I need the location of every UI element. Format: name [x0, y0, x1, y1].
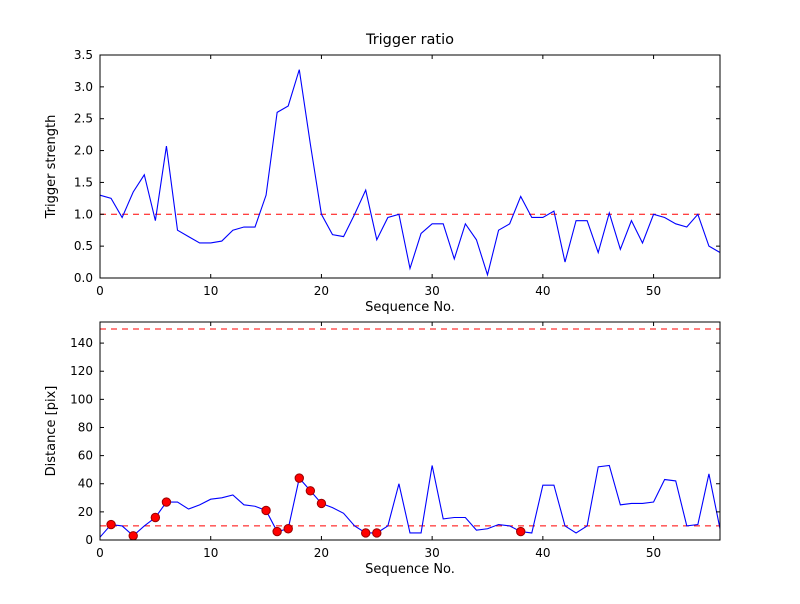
x-tick-label: 20: [314, 284, 329, 298]
y-tick-label: 3.5: [74, 48, 93, 62]
event-marker: [161, 497, 172, 507]
x-tick-label: 10: [203, 284, 218, 298]
axes-frame: [99, 54, 721, 279]
y-tick-label: 100: [70, 392, 93, 406]
y-tick-label: 2.0: [74, 144, 93, 158]
y-axis-label: Trigger strength: [44, 115, 59, 220]
y-tick-label: 20: [78, 505, 93, 519]
axes-frame: [99, 321, 721, 541]
y-axis-label: Distance [pix]: [44, 386, 59, 477]
y-tick-label: 0: [85, 533, 93, 547]
event-marker: [305, 486, 316, 496]
x-tick-label: 20: [314, 546, 329, 560]
event-marker: [294, 473, 304, 483]
distance-line: [99, 464, 721, 538]
subplot-2: 0 10 20 30 40 50 0 20 40 60 80 100 120 140 Sequence No…: [44, 321, 721, 577]
event-marker: [516, 526, 526, 537]
event-marker: [261, 505, 271, 516]
x-tick-label: 0: [96, 546, 104, 560]
event-marker: [128, 531, 138, 541]
chart-title: Trigger ratio: [365, 32, 454, 48]
x-axis-label: Sequence No.: [365, 300, 455, 315]
y-tick-label: 0.5: [74, 239, 93, 253]
x-tick-label: 0: [96, 284, 104, 298]
x-tick-label: 30: [425, 546, 440, 560]
x-tick-label: 40: [535, 546, 550, 560]
event-marker: [361, 528, 371, 538]
trigger-strength-line: [99, 69, 721, 277]
y-tick-label: 3.0: [74, 80, 93, 94]
event-marker: [372, 528, 382, 538]
event-marker: [316, 498, 327, 509]
x-tick-label: 10: [203, 546, 218, 560]
subplot-1: 0 10 20 30 40 50 0.0 0.5 1.0 1.5 2.0 2.5 3.0 3.5 Trigg…: [44, 32, 721, 315]
event-marker: [150, 512, 161, 523]
event-marker: [283, 524, 293, 534]
x-tick-label: 50: [646, 546, 661, 560]
y-tick-label: 60: [78, 449, 93, 463]
y-tick-label: 140: [70, 336, 93, 350]
y-tick-label: 1.0: [74, 207, 93, 221]
y-tick-label: 2.5: [74, 112, 93, 126]
y-tick-label: 1.5: [74, 175, 93, 189]
event-marker: [106, 519, 116, 530]
y-tick-label: 40: [78, 477, 93, 491]
y-tick-label: 120: [70, 364, 93, 378]
x-tick-label: 40: [535, 284, 550, 298]
x-tick-label: 50: [646, 284, 661, 298]
x-axis-label: Sequence No.: [365, 562, 455, 577]
y-tick-label: 0.0: [74, 271, 93, 285]
x-tick-label: 30: [425, 284, 440, 298]
event-marker: [272, 526, 282, 537]
y-tick-label: 80: [78, 420, 93, 434]
